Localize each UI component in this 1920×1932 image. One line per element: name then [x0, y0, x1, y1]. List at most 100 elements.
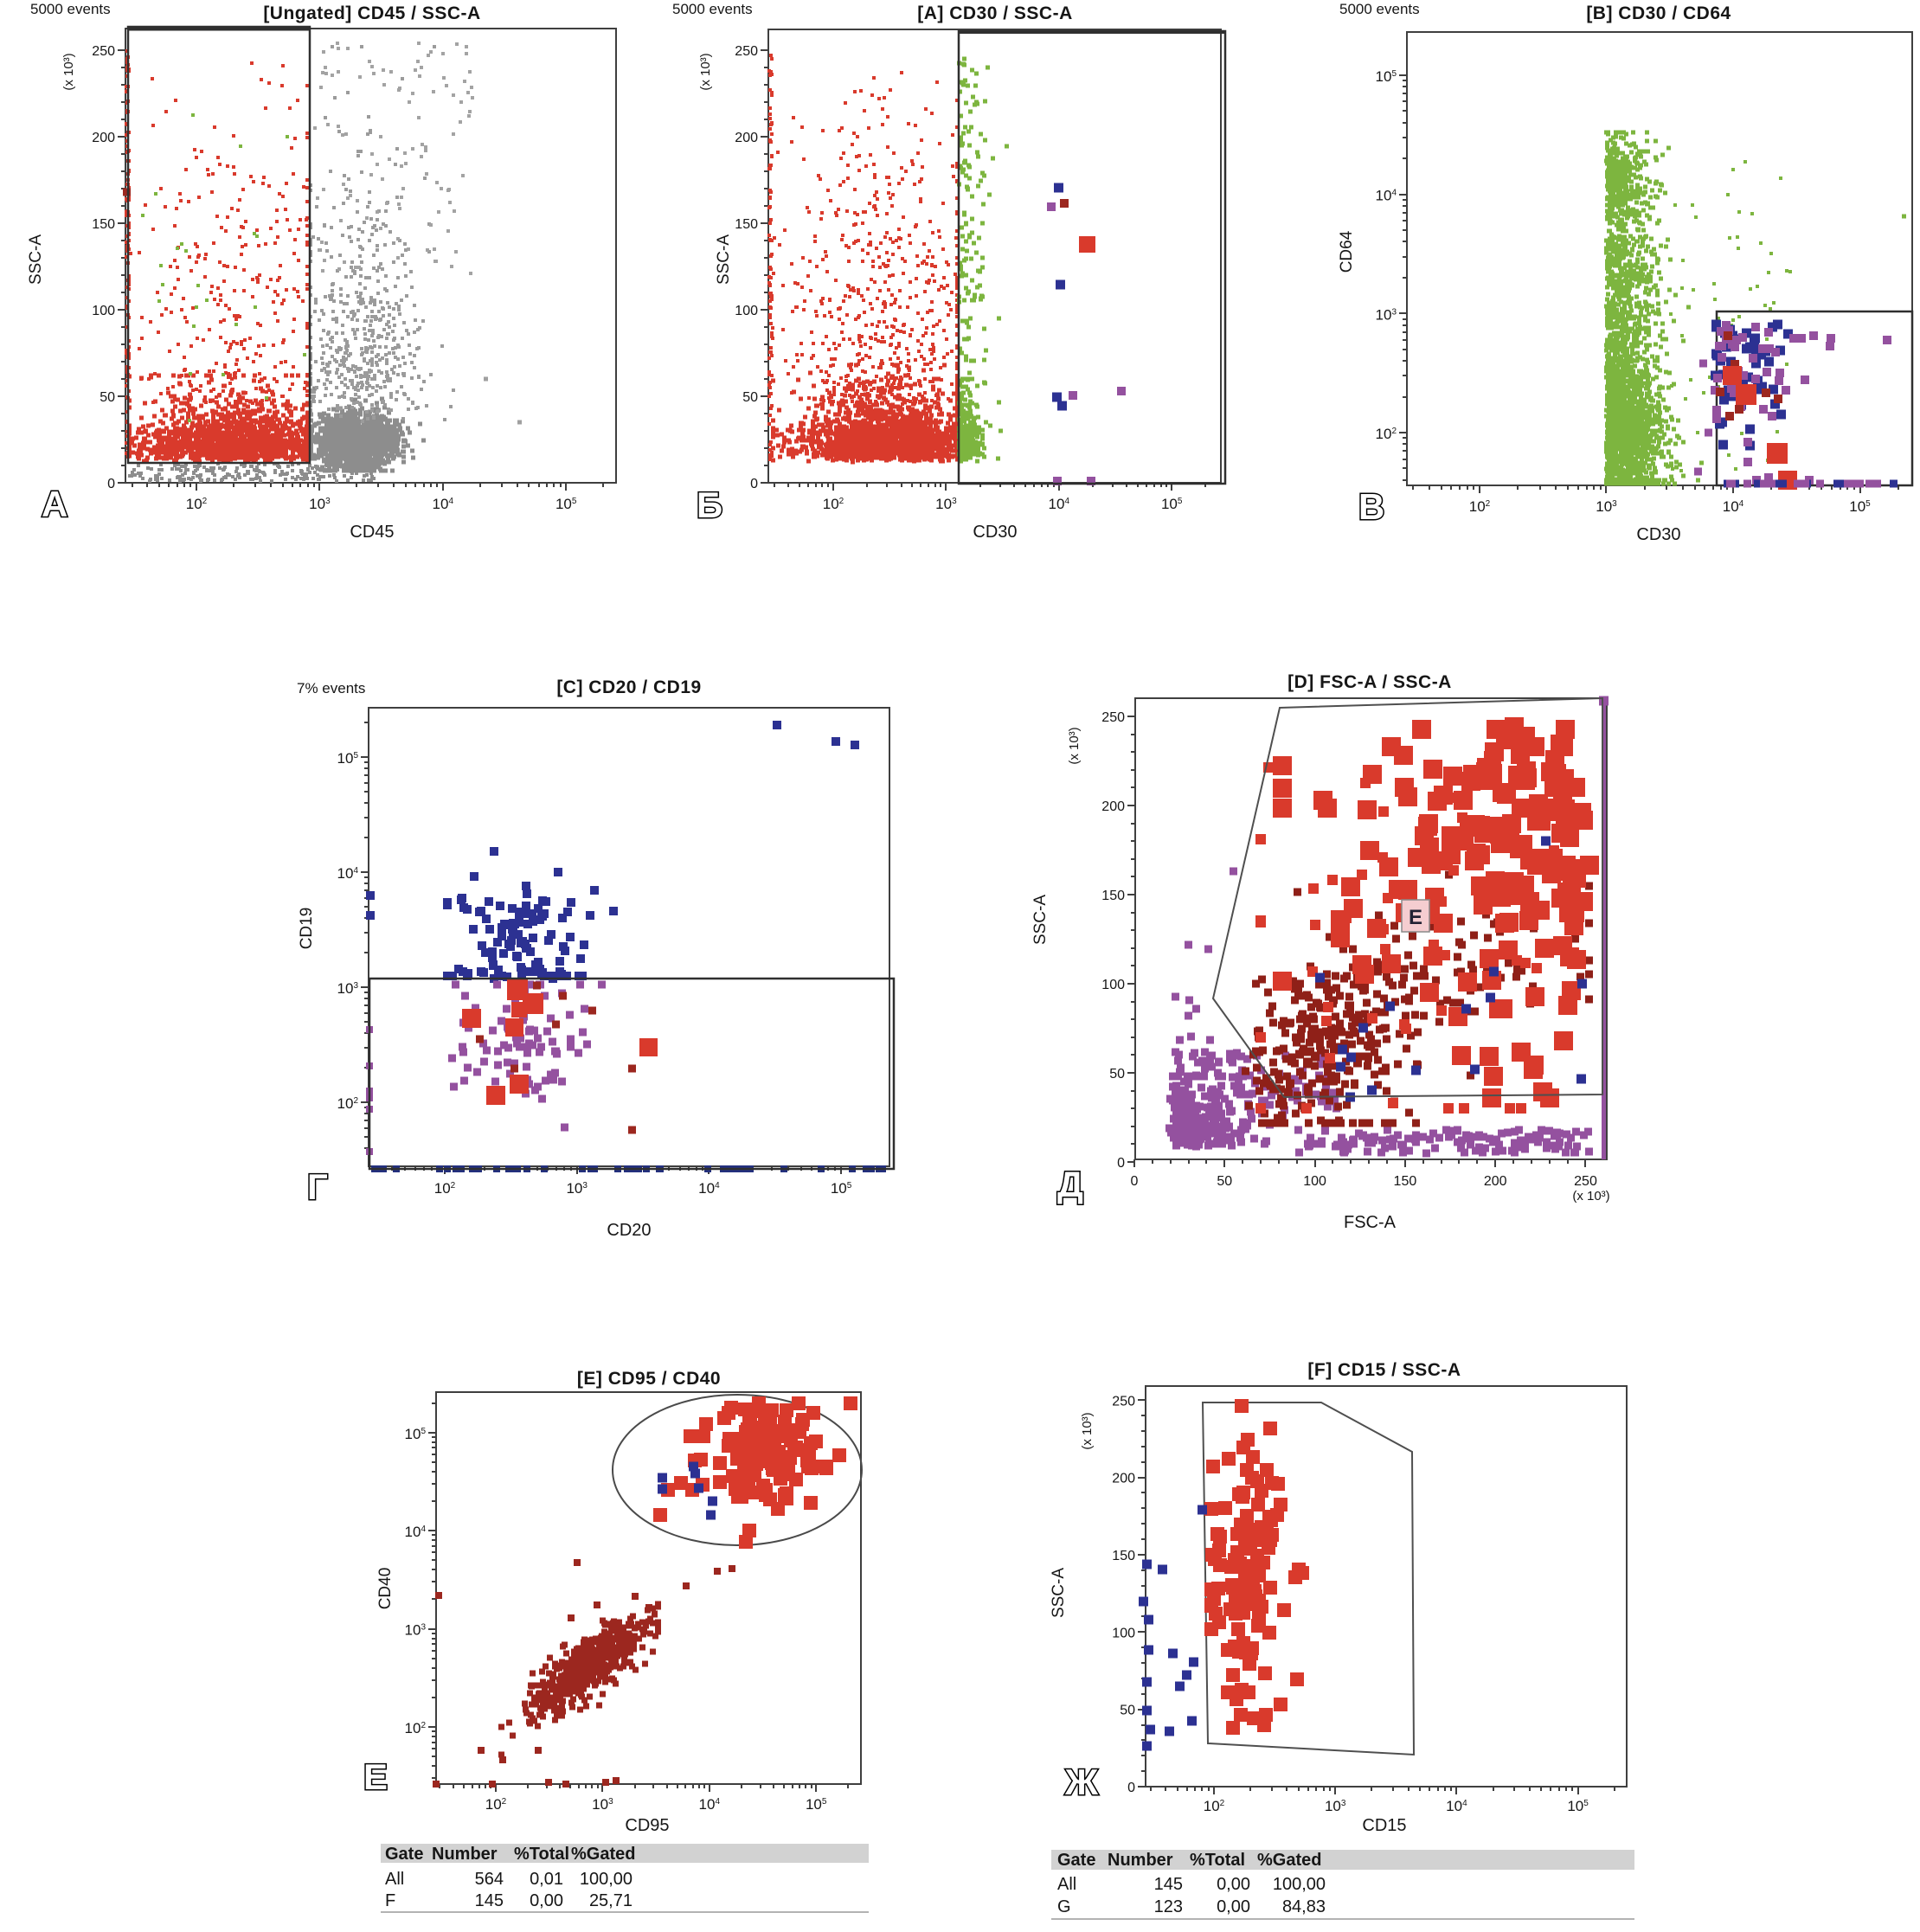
svg-text:200: 200 — [735, 131, 758, 145]
svg-text:150: 150 — [735, 217, 758, 232]
svg-text:Г: Г — [307, 1166, 328, 1207]
svg-text:103: 103 — [592, 1796, 613, 1813]
svg-text:Е: Е — [363, 1756, 388, 1797]
svg-text:%Total: %Total — [514, 1845, 569, 1864]
svg-text:103: 103 — [1596, 498, 1617, 515]
svg-text:102: 102 — [337, 1095, 359, 1112]
svg-text:564: 564 — [475, 1870, 504, 1889]
svg-text:CD30: CD30 — [1636, 525, 1680, 544]
svg-text:(x 10³): (x 10³) — [1080, 1412, 1095, 1449]
svg-text:SSC-A: SSC-A — [715, 234, 733, 285]
svg-text:104: 104 — [405, 1524, 427, 1540]
svg-text:All: All — [385, 1870, 404, 1889]
svg-text:E: E — [1409, 906, 1422, 929]
svg-text:Gate: Gate — [385, 1845, 423, 1864]
svg-text:200: 200 — [1101, 799, 1125, 814]
svg-text:103: 103 — [566, 1180, 588, 1197]
svg-text:100: 100 — [1303, 1174, 1326, 1189]
svg-text:SSC-A: SSC-A — [1050, 1568, 1068, 1618]
svg-text:250: 250 — [1112, 1394, 1135, 1409]
svg-text:CD20: CD20 — [607, 1221, 651, 1240]
svg-text:145: 145 — [1154, 1875, 1183, 1894]
svg-text:103: 103 — [935, 496, 957, 512]
svg-text:100: 100 — [1112, 1626, 1135, 1640]
svg-text:103: 103 — [1325, 1798, 1346, 1814]
svg-text:[D] FSC-A / SSC-A: [D] FSC-A / SSC-A — [1287, 672, 1452, 692]
svg-text:CD95: CD95 — [625, 1816, 669, 1835]
svg-text:0,00: 0,00 — [1217, 1897, 1250, 1916]
svg-text:[A] CD30 / SSC-A: [A] CD30 / SSC-A — [917, 3, 1073, 23]
svg-text:CD15: CD15 — [1362, 1816, 1406, 1835]
svg-text:250: 250 — [1101, 710, 1125, 725]
svg-text:250: 250 — [1574, 1174, 1597, 1189]
svg-text:104: 104 — [698, 1180, 720, 1197]
svg-text:SSC-A: SSC-A — [1031, 895, 1050, 945]
svg-text:%Gated: %Gated — [1257, 1851, 1321, 1870]
svg-text:А: А — [42, 484, 67, 524]
svg-text:%Gated: %Gated — [571, 1845, 635, 1864]
svg-text:150: 150 — [1101, 889, 1125, 903]
svg-text:FSC-A: FSC-A — [1344, 1213, 1397, 1232]
svg-text:(x 10³): (x 10³) — [61, 53, 76, 90]
svg-text:104: 104 — [1723, 498, 1744, 515]
svg-text:103: 103 — [337, 980, 359, 997]
svg-text:%Total: %Total — [1190, 1851, 1245, 1870]
svg-text:0: 0 — [1117, 1156, 1125, 1171]
svg-text:105: 105 — [555, 496, 577, 512]
svg-text:105: 105 — [831, 1180, 852, 1197]
svg-text:Gate: Gate — [1057, 1851, 1095, 1870]
svg-text:(x 10³): (x 10³) — [1067, 727, 1082, 764]
svg-text:102: 102 — [485, 1796, 507, 1813]
svg-text:102: 102 — [1469, 498, 1491, 515]
svg-text:50: 50 — [100, 390, 115, 405]
svg-text:150: 150 — [92, 217, 115, 232]
svg-text:102: 102 — [823, 496, 844, 512]
svg-text:0: 0 — [107, 477, 115, 491]
svg-text:50: 50 — [1217, 1174, 1232, 1189]
svg-text:100,00: 100,00 — [580, 1870, 633, 1889]
svg-text:7% events: 7% events — [297, 680, 365, 696]
svg-text:102: 102 — [1376, 426, 1397, 442]
svg-text:200: 200 — [1484, 1174, 1507, 1189]
svg-text:CD40: CD40 — [376, 1568, 395, 1610]
svg-text:100: 100 — [735, 304, 758, 318]
svg-text:104: 104 — [337, 865, 359, 882]
svg-text:50: 50 — [1120, 1704, 1135, 1718]
svg-text:25,71: 25,71 — [589, 1891, 633, 1910]
svg-text:0,00: 0,00 — [1217, 1875, 1250, 1894]
svg-text:CD64: CD64 — [1338, 230, 1356, 273]
svg-text:104: 104 — [433, 496, 454, 512]
svg-text:[C] CD20 / CD19: [C] CD20 / CD19 — [556, 677, 701, 697]
svg-text:Ж: Ж — [1064, 1762, 1099, 1802]
svg-text:105: 105 — [1161, 496, 1183, 512]
svg-text:[E] CD95 / CD40: [E] CD95 / CD40 — [577, 1369, 721, 1389]
svg-text:105: 105 — [1849, 498, 1871, 515]
svg-text:200: 200 — [1112, 1472, 1135, 1486]
svg-text:5000 events: 5000 events — [672, 1, 753, 17]
svg-text:123: 123 — [1154, 1897, 1183, 1916]
svg-text:CD45: CD45 — [350, 523, 394, 542]
svg-text:(x 10³): (x 10³) — [1572, 1189, 1609, 1203]
svg-text:0: 0 — [1131, 1174, 1139, 1189]
svg-text:150: 150 — [1394, 1174, 1417, 1189]
svg-text:100: 100 — [1101, 978, 1125, 992]
svg-text:All: All — [1057, 1875, 1076, 1894]
svg-text:5000 events: 5000 events — [1339, 1, 1420, 17]
svg-text:(x 10³): (x 10³) — [698, 53, 713, 90]
svg-text:105: 105 — [806, 1796, 827, 1813]
svg-text:103: 103 — [405, 1622, 427, 1639]
svg-text:104: 104 — [699, 1796, 721, 1813]
svg-text:102: 102 — [405, 1720, 427, 1736]
svg-text:CD30: CD30 — [973, 523, 1017, 542]
svg-text:Number: Number — [432, 1845, 498, 1864]
svg-text:105: 105 — [337, 750, 359, 767]
svg-text:F: F — [385, 1891, 395, 1910]
svg-text:Б: Б — [697, 485, 722, 525]
svg-text:SSC-A: SSC-A — [27, 234, 45, 285]
svg-text:100,00: 100,00 — [1273, 1875, 1326, 1894]
svg-text:50: 50 — [1109, 1067, 1125, 1082]
svg-text:102: 102 — [186, 496, 208, 512]
svg-text:[Ungated] CD45 / SSC-A: [Ungated] CD45 / SSC-A — [263, 3, 480, 23]
svg-text:G: G — [1057, 1897, 1071, 1916]
svg-text:CD19: CD19 — [298, 908, 316, 950]
